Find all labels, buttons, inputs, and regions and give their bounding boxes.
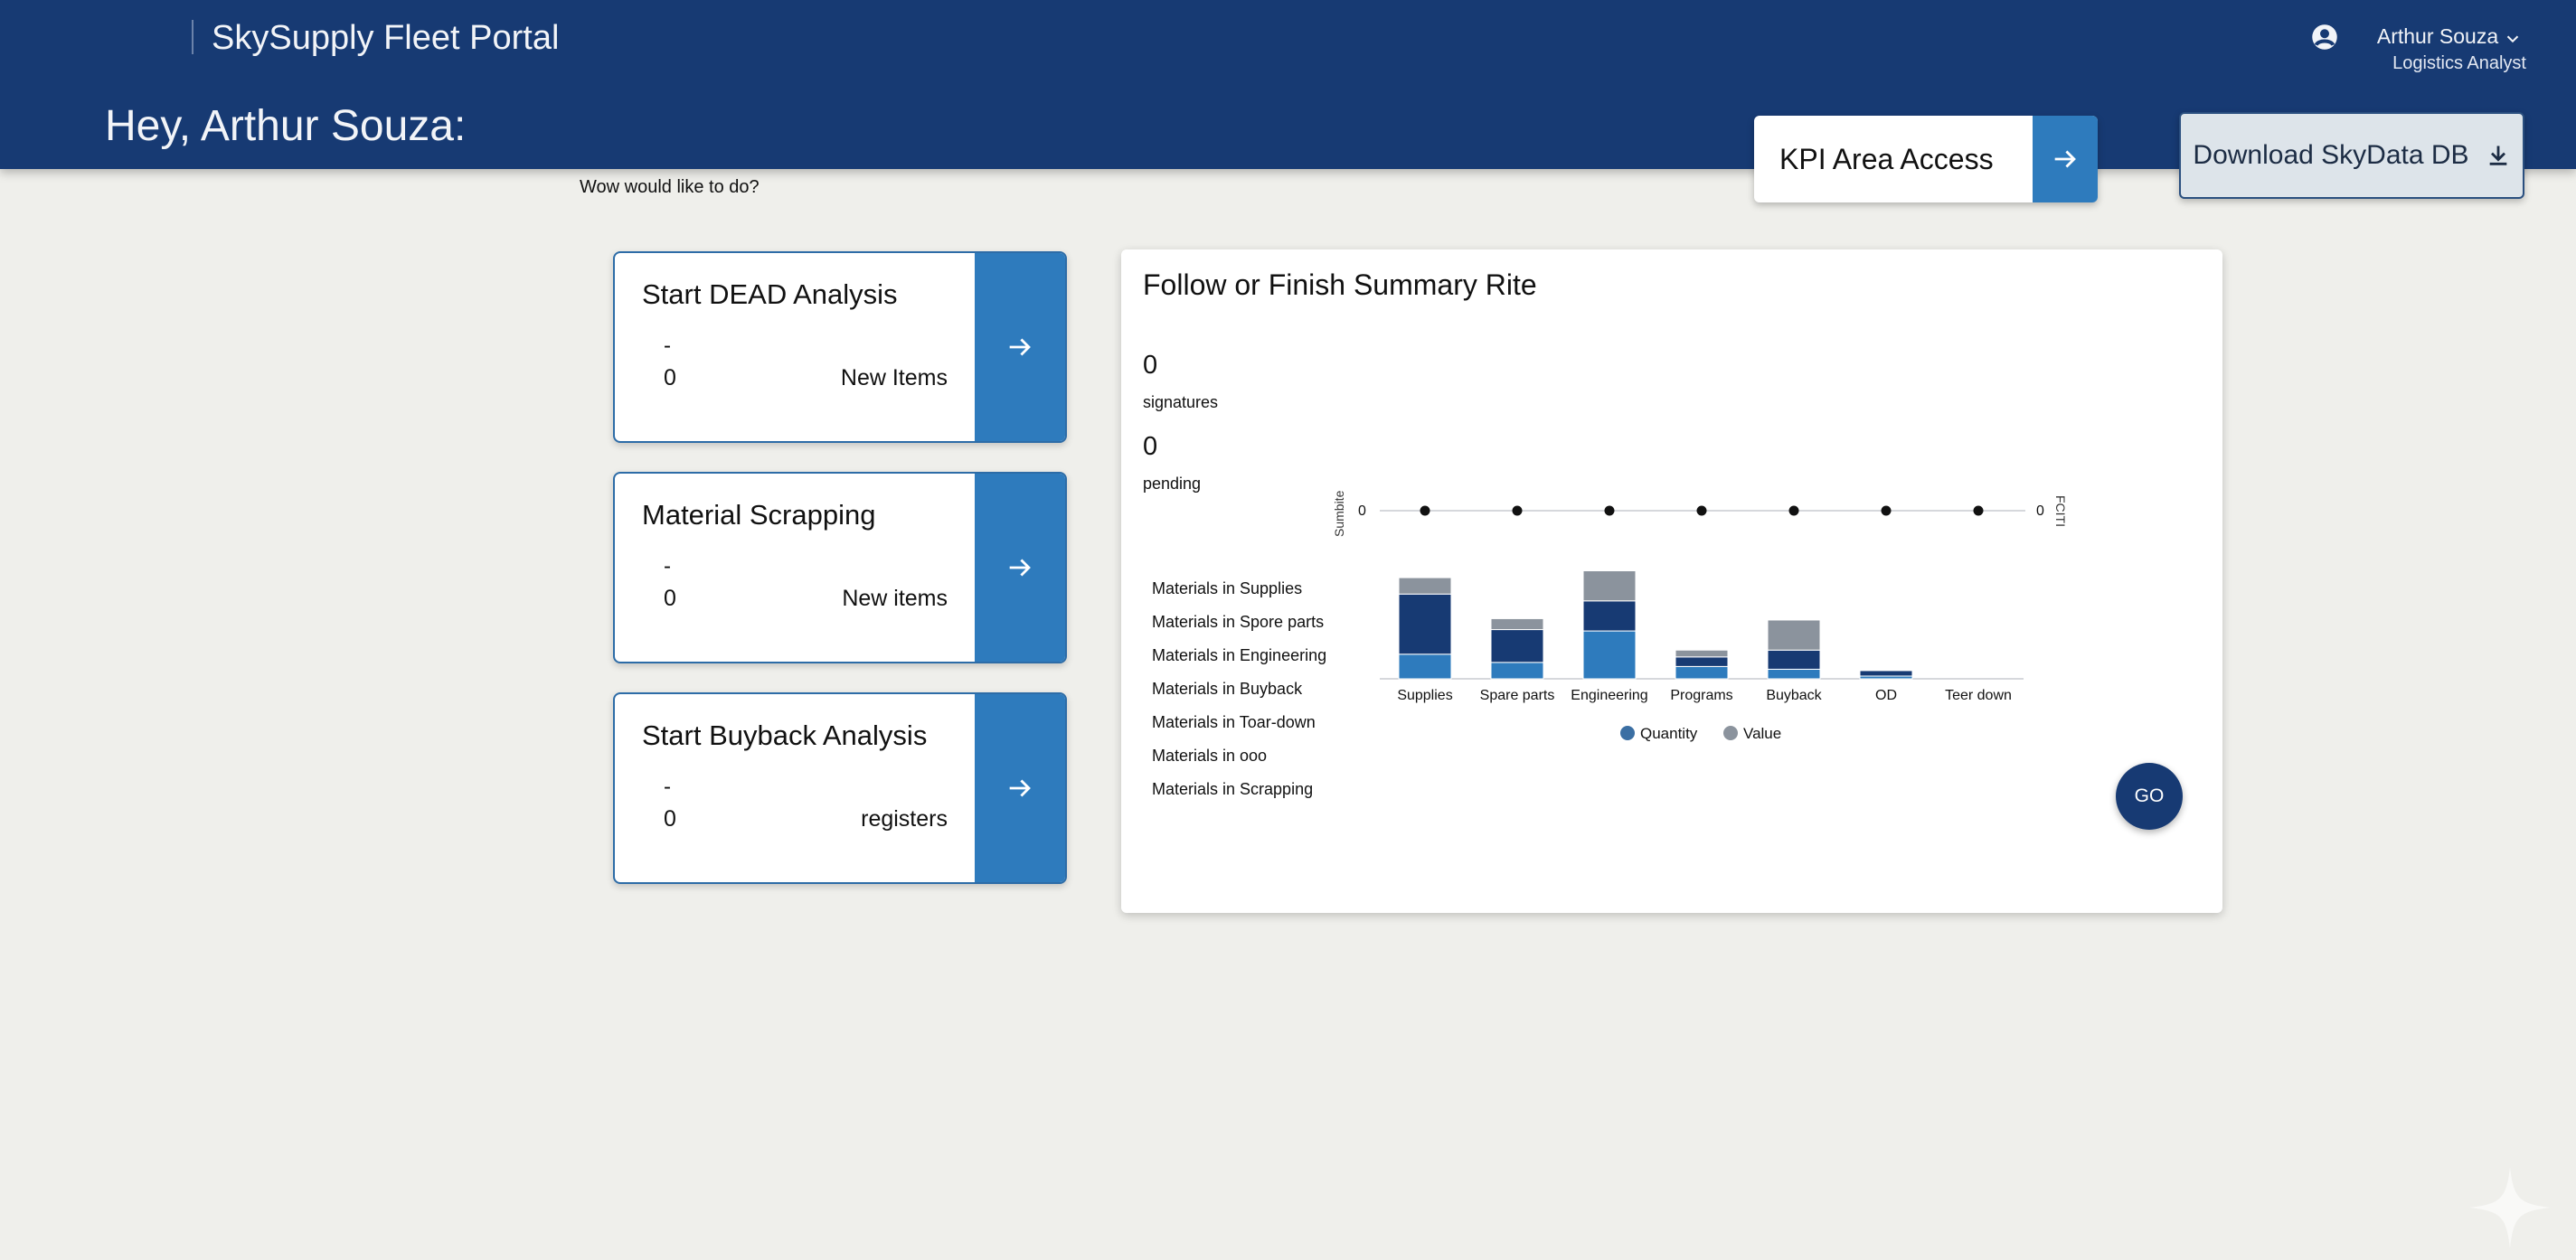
start-buyback-analysis-arrow-button[interactable] bbox=[975, 694, 1065, 882]
bar-segment bbox=[1675, 665, 1729, 680]
legend-swatch bbox=[1620, 726, 1635, 740]
start-buyback-analysis-card[interactable]: Start Buyback Analysis - 0 registers bbox=[613, 692, 1067, 884]
x-tick-label: Buyback bbox=[1766, 688, 1822, 703]
card-meta: New Items bbox=[840, 365, 948, 390]
materials-list-item[interactable]: Materials in Scrapping bbox=[1152, 780, 1314, 798]
title-divider bbox=[192, 20, 193, 54]
materials-list-item[interactable]: Materials in Buyback bbox=[1152, 680, 1303, 698]
user-menu[interactable]: Arthur Souza Logistics Analyst bbox=[2311, 20, 2526, 74]
card-title: Start DEAD Analysis bbox=[642, 278, 898, 310]
materials-list-item[interactable]: Materials in Spore parts bbox=[1152, 613, 1325, 631]
subprompt-text: Wow would like to do? bbox=[580, 177, 760, 197]
line-series-point bbox=[1788, 505, 1799, 516]
line-series-point bbox=[1420, 505, 1430, 516]
start-dead-analysis-arrow-button[interactable] bbox=[975, 253, 1065, 441]
x-tick-label: Supplies bbox=[1397, 688, 1452, 703]
card-dash: - bbox=[664, 334, 671, 358]
user-role: Logistics Analyst bbox=[2392, 53, 2526, 73]
signatures-label: signatures bbox=[1143, 393, 1219, 411]
right-axis-label: FCITI bbox=[2053, 495, 2068, 527]
card-meta: registers bbox=[861, 806, 948, 832]
card-count: 0 bbox=[664, 806, 676, 832]
bar-segment bbox=[1398, 654, 1452, 680]
line-series-point bbox=[1696, 505, 1707, 516]
start-dead-analysis-card[interactable]: Start DEAD Analysis - 0 New Items bbox=[613, 251, 1067, 443]
card-dash: - bbox=[664, 554, 671, 578]
line-series-point bbox=[1604, 505, 1615, 516]
kpi-area-access-label: KPI Area Access bbox=[1779, 143, 1994, 175]
pending-count: 0 bbox=[1143, 432, 1158, 461]
arrow-right-icon bbox=[1009, 559, 1031, 577]
left-axis-tick: 0 bbox=[1358, 503, 1366, 519]
bar-segment bbox=[1767, 619, 1821, 651]
right-axis-tick: 0 bbox=[2036, 503, 2044, 519]
pending-label: pending bbox=[1143, 475, 1202, 493]
sparkle-icon bbox=[2469, 1167, 2551, 1248]
download-icon bbox=[2489, 146, 2506, 165]
app-title: SkySupply Fleet Portal bbox=[212, 19, 560, 57]
greeting-heading: Hey, Arthur Souza: bbox=[105, 102, 467, 150]
arrow-right-icon bbox=[2033, 116, 2098, 202]
kpi-area-access-button[interactable]: KPI Area Access bbox=[1754, 116, 2098, 202]
card-meta: New items bbox=[842, 586, 948, 611]
materials-list-item[interactable]: Materials in ooo bbox=[1152, 747, 1268, 765]
materials-list-item[interactable]: Materials in Engineering bbox=[1152, 646, 1327, 664]
card-count: 0 bbox=[664, 365, 676, 390]
bar-segment bbox=[1582, 630, 1637, 680]
line-series-point bbox=[1973, 505, 1984, 516]
chevron-down-icon[interactable] bbox=[2503, 29, 2523, 49]
line-series-point bbox=[1512, 505, 1523, 516]
go-button[interactable]: GO bbox=[2116, 763, 2183, 830]
card-title: Start Buyback Analysis bbox=[642, 719, 928, 751]
legend-label: Quantity bbox=[1640, 725, 1698, 742]
bar-segment bbox=[1490, 629, 1544, 663]
materials-chart: 0 0 Sumbite FCITI Supplies Spare parts Enginee… bbox=[1332, 490, 2068, 742]
signatures-count: 0 bbox=[1143, 351, 1158, 380]
bar-segment bbox=[1582, 570, 1637, 602]
materials-list-item[interactable]: Materials in Toar-down bbox=[1152, 713, 1316, 731]
line-series-point bbox=[1881, 505, 1892, 516]
bar-segment bbox=[1675, 656, 1729, 667]
account-circle-icon bbox=[2312, 24, 2337, 50]
material-scrapping-card[interactable]: Material Scrapping - 0 New items bbox=[613, 472, 1067, 663]
user-name: Arthur Souza bbox=[2376, 24, 2499, 48]
card-dash: - bbox=[664, 775, 671, 799]
x-tick-label: Spare parts bbox=[1480, 688, 1555, 703]
materials-list-item[interactable]: Materials in Supplies bbox=[1152, 579, 1303, 597]
legend-swatch bbox=[1723, 726, 1738, 740]
bar-segment bbox=[1490, 617, 1544, 631]
material-scrapping-arrow-button[interactable] bbox=[975, 474, 1065, 662]
left-axis-label: Sumbite bbox=[1332, 490, 1346, 537]
x-tick-label: Programs bbox=[1670, 688, 1732, 703]
panel-title: Follow or Finish Summary Rite bbox=[1143, 268, 1537, 301]
arrow-right-icon bbox=[1009, 338, 1031, 356]
x-tick-label: Engineering bbox=[1571, 688, 1647, 703]
bar-segment bbox=[1859, 670, 1913, 677]
card-count: 0 bbox=[664, 586, 676, 611]
legend-label: Value bbox=[1743, 725, 1781, 742]
x-tick-label: OD bbox=[1875, 688, 1897, 703]
download-skydata-button[interactable]: Download SkyData DB bbox=[2179, 112, 2524, 199]
bar-segment bbox=[1675, 649, 1729, 658]
card-title: Material Scrapping bbox=[642, 499, 876, 531]
summary-panel: Follow or Finish Summary Rite 0 signatur… bbox=[1121, 249, 2222, 913]
top-header: SkySupply Fleet Portal Hey, Arthur Souza… bbox=[0, 0, 2576, 169]
bar-segment bbox=[1490, 662, 1544, 680]
bar-segment bbox=[1398, 593, 1452, 655]
x-tick-label: Teer down bbox=[1945, 688, 2012, 703]
bar-segment bbox=[1398, 577, 1452, 595]
download-skydata-label: Download SkyData DB bbox=[2193, 140, 2469, 170]
arrow-right-icon bbox=[1009, 779, 1031, 797]
bar-segment bbox=[1767, 649, 1821, 670]
materials-list: Materials in Supplies Materials in Spore… bbox=[1152, 578, 1333, 813]
bar-segment bbox=[1767, 668, 1821, 680]
bar-segment bbox=[1582, 600, 1637, 632]
